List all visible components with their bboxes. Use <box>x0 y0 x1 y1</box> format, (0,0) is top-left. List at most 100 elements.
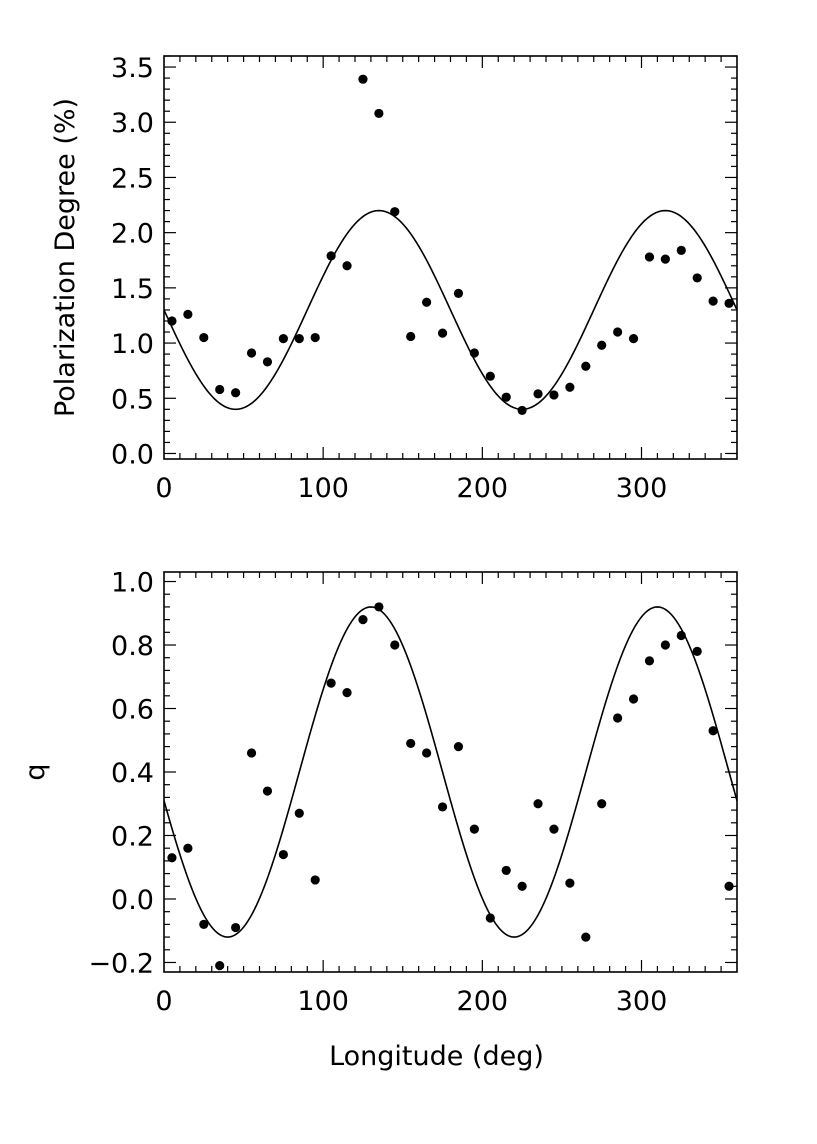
data-point <box>374 108 384 119</box>
data-point <box>453 288 464 298</box>
data-point <box>549 390 559 400</box>
data-point <box>422 297 432 307</box>
model-curve <box>164 606 737 938</box>
data-point <box>613 327 623 337</box>
data-point <box>533 799 543 809</box>
data-point <box>199 919 209 929</box>
data-point <box>453 742 464 752</box>
data-point <box>724 881 734 891</box>
data-point <box>262 786 273 796</box>
data-point <box>183 309 193 319</box>
y-tick-label: 0.5 <box>111 384 154 415</box>
data-point <box>676 245 686 255</box>
data-point <box>422 748 432 758</box>
x-tick-label: 200 <box>457 473 509 504</box>
data-point <box>644 656 655 666</box>
data-point <box>183 843 193 853</box>
data-point <box>469 824 479 834</box>
data-point <box>310 332 320 343</box>
data-point <box>310 875 320 885</box>
data-point <box>692 273 702 283</box>
x-tick-label: 300 <box>616 473 668 504</box>
y-axis-label: Polarization Degree (%) <box>50 98 81 417</box>
plot-frame <box>163 571 738 973</box>
y-axis-label: q <box>20 763 51 780</box>
data-point <box>517 881 527 891</box>
data-point <box>485 371 495 381</box>
data-point <box>215 384 225 395</box>
y-tick-label: 3.0 <box>111 108 154 139</box>
y-tick-label: 1.0 <box>111 329 154 360</box>
data-point <box>278 334 288 344</box>
data-point <box>501 865 511 876</box>
data-point <box>437 328 448 338</box>
data-point <box>326 678 336 688</box>
data-point <box>708 726 718 736</box>
model-curve <box>164 209 737 411</box>
data-point <box>294 808 304 818</box>
data-point <box>628 694 639 704</box>
data-point <box>215 961 225 971</box>
data-point <box>390 640 400 650</box>
data-point <box>406 738 416 749</box>
x-axis-label: Longitude (deg) <box>329 1041 544 1072</box>
data-point <box>581 932 591 942</box>
data-point <box>597 340 607 350</box>
data-point <box>660 254 670 264</box>
y-tick-label: 0.6 <box>111 695 154 726</box>
data-point <box>342 261 352 271</box>
chart-panel-2: 0 100 200 300 −0.2 0.0 0.2 0.4 0.6 0.8 1.0 q Longitu… <box>20 568 738 1072</box>
data-point <box>565 878 575 888</box>
data-point <box>246 348 257 358</box>
data-point <box>246 748 257 758</box>
x-tick-label: 0 <box>155 473 172 504</box>
data-point <box>437 802 448 812</box>
x-tick-label: 200 <box>457 986 509 1017</box>
y-tick-label: 2.0 <box>111 219 154 250</box>
data-point <box>644 252 655 262</box>
data-point <box>199 332 209 343</box>
data-point <box>294 334 304 344</box>
y-tick-label: 0.0 <box>111 885 154 916</box>
data-point <box>517 405 527 416</box>
y-tick-label: 2.5 <box>111 163 154 194</box>
data-point <box>390 207 400 217</box>
y-tick-label: 0.2 <box>111 821 154 852</box>
x-tick-label: 0 <box>155 986 172 1017</box>
data-point <box>231 922 241 933</box>
y-tick-label: 0.0 <box>111 439 154 470</box>
data-point <box>374 602 384 612</box>
data-point <box>581 361 591 371</box>
data-point <box>692 646 702 656</box>
y-tick-label: 0.4 <box>111 758 154 789</box>
data-point <box>231 388 241 398</box>
data-point <box>549 824 559 834</box>
data-point <box>278 849 288 860</box>
data-point <box>628 334 639 344</box>
data-point <box>326 251 336 261</box>
data-point <box>358 615 368 625</box>
data-point <box>724 298 734 308</box>
y-tick-label: −0.2 <box>88 948 154 979</box>
chart-panel-1: 0 100 200 300 0.0 0.5 1.0 1.5 2.0 2.5 3.0 3.5 Polari… <box>50 53 738 504</box>
data-point <box>565 382 575 392</box>
x-tick-label: 100 <box>297 473 349 504</box>
data-point <box>342 688 352 698</box>
data-point <box>613 713 623 723</box>
x-tick-label: 100 <box>297 986 349 1017</box>
data-point <box>358 74 368 84</box>
data-point <box>660 640 670 650</box>
data-point <box>167 853 177 863</box>
data-point <box>708 296 718 306</box>
y-tick-label: 1.0 <box>111 568 154 599</box>
y-tick-label: 1.5 <box>111 274 154 305</box>
x-tick-label: 300 <box>616 986 668 1017</box>
data-point <box>501 392 511 402</box>
y-tick-label: 0.8 <box>111 631 154 662</box>
y-tick-label: 3.5 <box>111 53 154 84</box>
data-point <box>406 331 416 342</box>
data-point <box>597 799 607 809</box>
data-point <box>533 389 543 399</box>
data-point <box>262 357 273 367</box>
